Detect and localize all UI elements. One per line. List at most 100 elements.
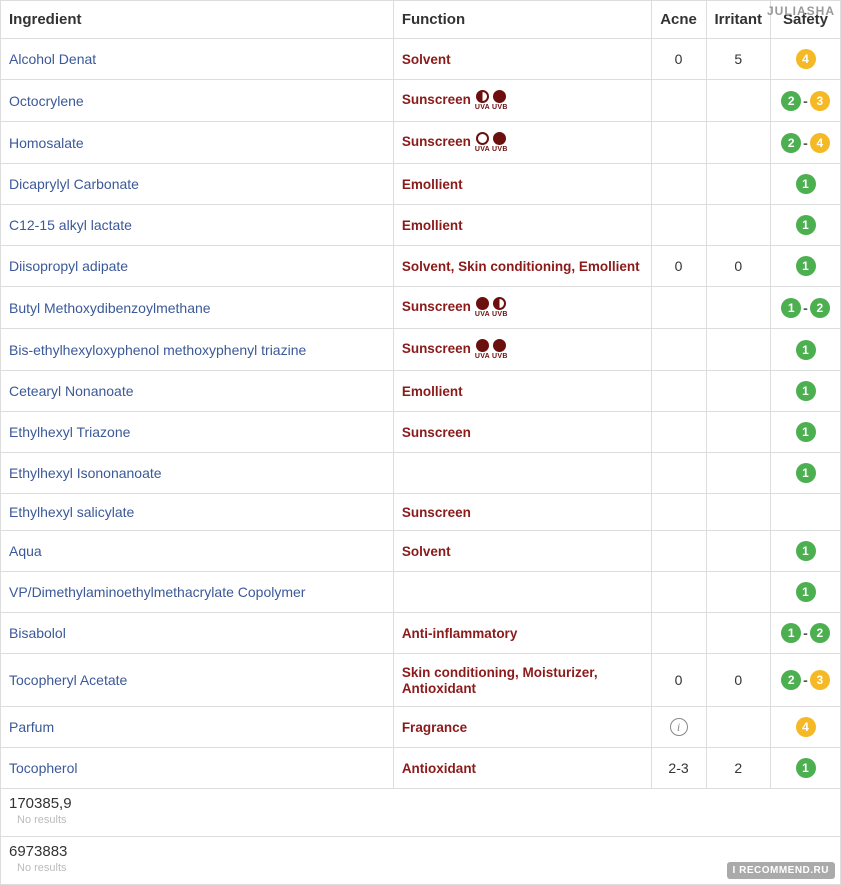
no-result-row: 6973883 No results	[1, 837, 841, 885]
table-row: Tocopheryl Acetate Skin conditioning, Mo…	[1, 654, 841, 707]
safety-badge: 1	[796, 256, 816, 276]
header-function: Function	[393, 1, 651, 39]
table-row: Parfum Fragrance i 4	[1, 707, 841, 748]
table-row: Ethylhexyl Triazone Sunscreen 1	[1, 412, 841, 453]
acne-cell	[651, 80, 706, 122]
ingredient-link[interactable]: Ethylhexyl Isononanoate	[9, 465, 162, 481]
uv-icons: UVA UVB	[475, 339, 508, 360]
irritant-cell	[706, 707, 771, 748]
uv-uvb-icon: UVB	[492, 339, 508, 360]
irritant-cell	[706, 164, 771, 205]
ingredient-link[interactable]: Aqua	[9, 543, 42, 559]
acne-cell	[651, 531, 706, 572]
function-text: Solvent	[402, 544, 451, 559]
ingredient-link[interactable]: Tocopherol	[9, 760, 78, 776]
uv-icons: UVA UVB	[475, 90, 508, 111]
function-text: Sunscreen	[402, 505, 471, 520]
table-row: Aqua Solvent 1	[1, 531, 841, 572]
ingredient-link[interactable]: Cetearyl Nonanoate	[9, 383, 134, 399]
safety-badge: 1	[796, 582, 816, 602]
ingredient-link[interactable]: Alcohol Denat	[9, 51, 96, 67]
ingredient-link[interactable]: Tocopheryl Acetate	[9, 672, 127, 688]
acne-cell: 0	[651, 654, 706, 707]
ingredient-link[interactable]: Ethylhexyl salicylate	[9, 504, 134, 520]
ingredient-link[interactable]: Butyl Methoxydibenzoylmethane	[9, 300, 211, 316]
acne-cell: 2-3	[651, 748, 706, 789]
ingredients-table: Ingredient Function Acne Irritant Safety…	[0, 0, 841, 885]
function-text: Skin conditioning, Moisturizer, Antioxid…	[402, 665, 598, 696]
function-text: Sunscreen	[402, 134, 471, 149]
table-row: VP/Dimethylaminoethylmethacrylate Copoly…	[1, 572, 841, 613]
table-row: Ethylhexyl Isononanoate 1	[1, 453, 841, 494]
safety-cell: 1	[771, 453, 841, 494]
header-irritant: Irritant	[706, 1, 771, 39]
ingredient-link[interactable]: Bis-ethylhexyloxyphenol methoxyphenyl tr…	[9, 342, 306, 358]
safety-cell: 1	[771, 531, 841, 572]
safety-cell: 1	[771, 371, 841, 412]
safety-range: 2 - 4	[781, 133, 830, 153]
acne-cell	[651, 287, 706, 329]
acne-cell	[651, 329, 706, 371]
ingredient-link[interactable]: C12-15 alkyl lactate	[9, 217, 132, 233]
acne-cell	[651, 371, 706, 412]
table-row: Ethylhexyl salicylate Sunscreen	[1, 494, 841, 531]
header-ingredient: Ingredient	[1, 1, 394, 39]
table-row: Octocrylene Sunscreen UVA UVB 2 - 3	[1, 80, 841, 122]
uv-uvb-icon: UVB	[492, 90, 508, 111]
safety-cell	[771, 494, 841, 531]
safety-cell: 1	[771, 329, 841, 371]
safety-badge: 1	[796, 381, 816, 401]
acne-cell: 0	[651, 246, 706, 287]
irritant-cell	[706, 122, 771, 164]
uv-uva-icon: UVA	[475, 339, 490, 360]
table-header-row: Ingredient Function Acne Irritant Safety	[1, 1, 841, 39]
safety-cell: 1	[771, 412, 841, 453]
safety-cell: 2 - 4	[771, 122, 841, 164]
acne-cell	[651, 122, 706, 164]
acne-cell	[651, 613, 706, 654]
ingredient-link[interactable]: Diisopropyl adipate	[9, 258, 128, 274]
irritant-cell	[706, 371, 771, 412]
safety-cell: 1	[771, 205, 841, 246]
acne-cell	[651, 453, 706, 494]
info-icon: i	[670, 718, 688, 736]
acne-cell	[651, 412, 706, 453]
irritant-cell	[706, 80, 771, 122]
ingredient-link[interactable]: Homosalate	[9, 135, 84, 151]
acne-cell: i	[651, 707, 706, 748]
ingredient-link[interactable]: VP/Dimethylaminoethylmethacrylate Copoly…	[9, 584, 305, 600]
no-result-code: 170385,9	[9, 795, 832, 812]
irritant-cell	[706, 613, 771, 654]
ingredient-link[interactable]: Bisabolol	[9, 625, 66, 641]
ingredient-link[interactable]: Octocrylene	[9, 93, 84, 109]
ingredient-link[interactable]: Dicaprylyl Carbonate	[9, 176, 139, 192]
safety-cell: 1	[771, 572, 841, 613]
safety-badge: 4	[796, 717, 816, 737]
table-row: Butyl Methoxydibenzoylmethane Sunscreen …	[1, 287, 841, 329]
irritant-cell: 2	[706, 748, 771, 789]
acne-cell	[651, 572, 706, 613]
safety-cell: 2 - 3	[771, 654, 841, 707]
safety-badge: 1	[796, 541, 816, 561]
function-text: Sunscreen	[402, 341, 471, 356]
safety-cell: 1	[771, 246, 841, 287]
ingredient-link[interactable]: Ethylhexyl Triazone	[9, 424, 130, 440]
safety-range: 1 - 2	[781, 298, 830, 318]
header-acne: Acne	[651, 1, 706, 39]
no-result-label: No results	[9, 814, 832, 826]
ingredient-link[interactable]: Parfum	[9, 719, 54, 735]
uv-uvb-icon: UVB	[492, 297, 508, 318]
irritant-cell	[706, 453, 771, 494]
function-text: Emollient	[402, 384, 463, 399]
irritant-cell	[706, 531, 771, 572]
table-row: Diisopropyl adipate Solvent, Skin condit…	[1, 246, 841, 287]
safety-badge: 1	[796, 340, 816, 360]
function-text: Antioxidant	[402, 761, 476, 776]
table-row: Bisabolol Anti-inflammatory 1 - 2	[1, 613, 841, 654]
no-result-code: 6973883	[9, 843, 832, 860]
function-text: Emollient	[402, 177, 463, 192]
uv-icons: UVA UVB	[475, 132, 508, 153]
irritant-cell	[706, 494, 771, 531]
safety-range: 2 - 3	[781, 670, 830, 690]
safety-badge: 1	[796, 758, 816, 778]
